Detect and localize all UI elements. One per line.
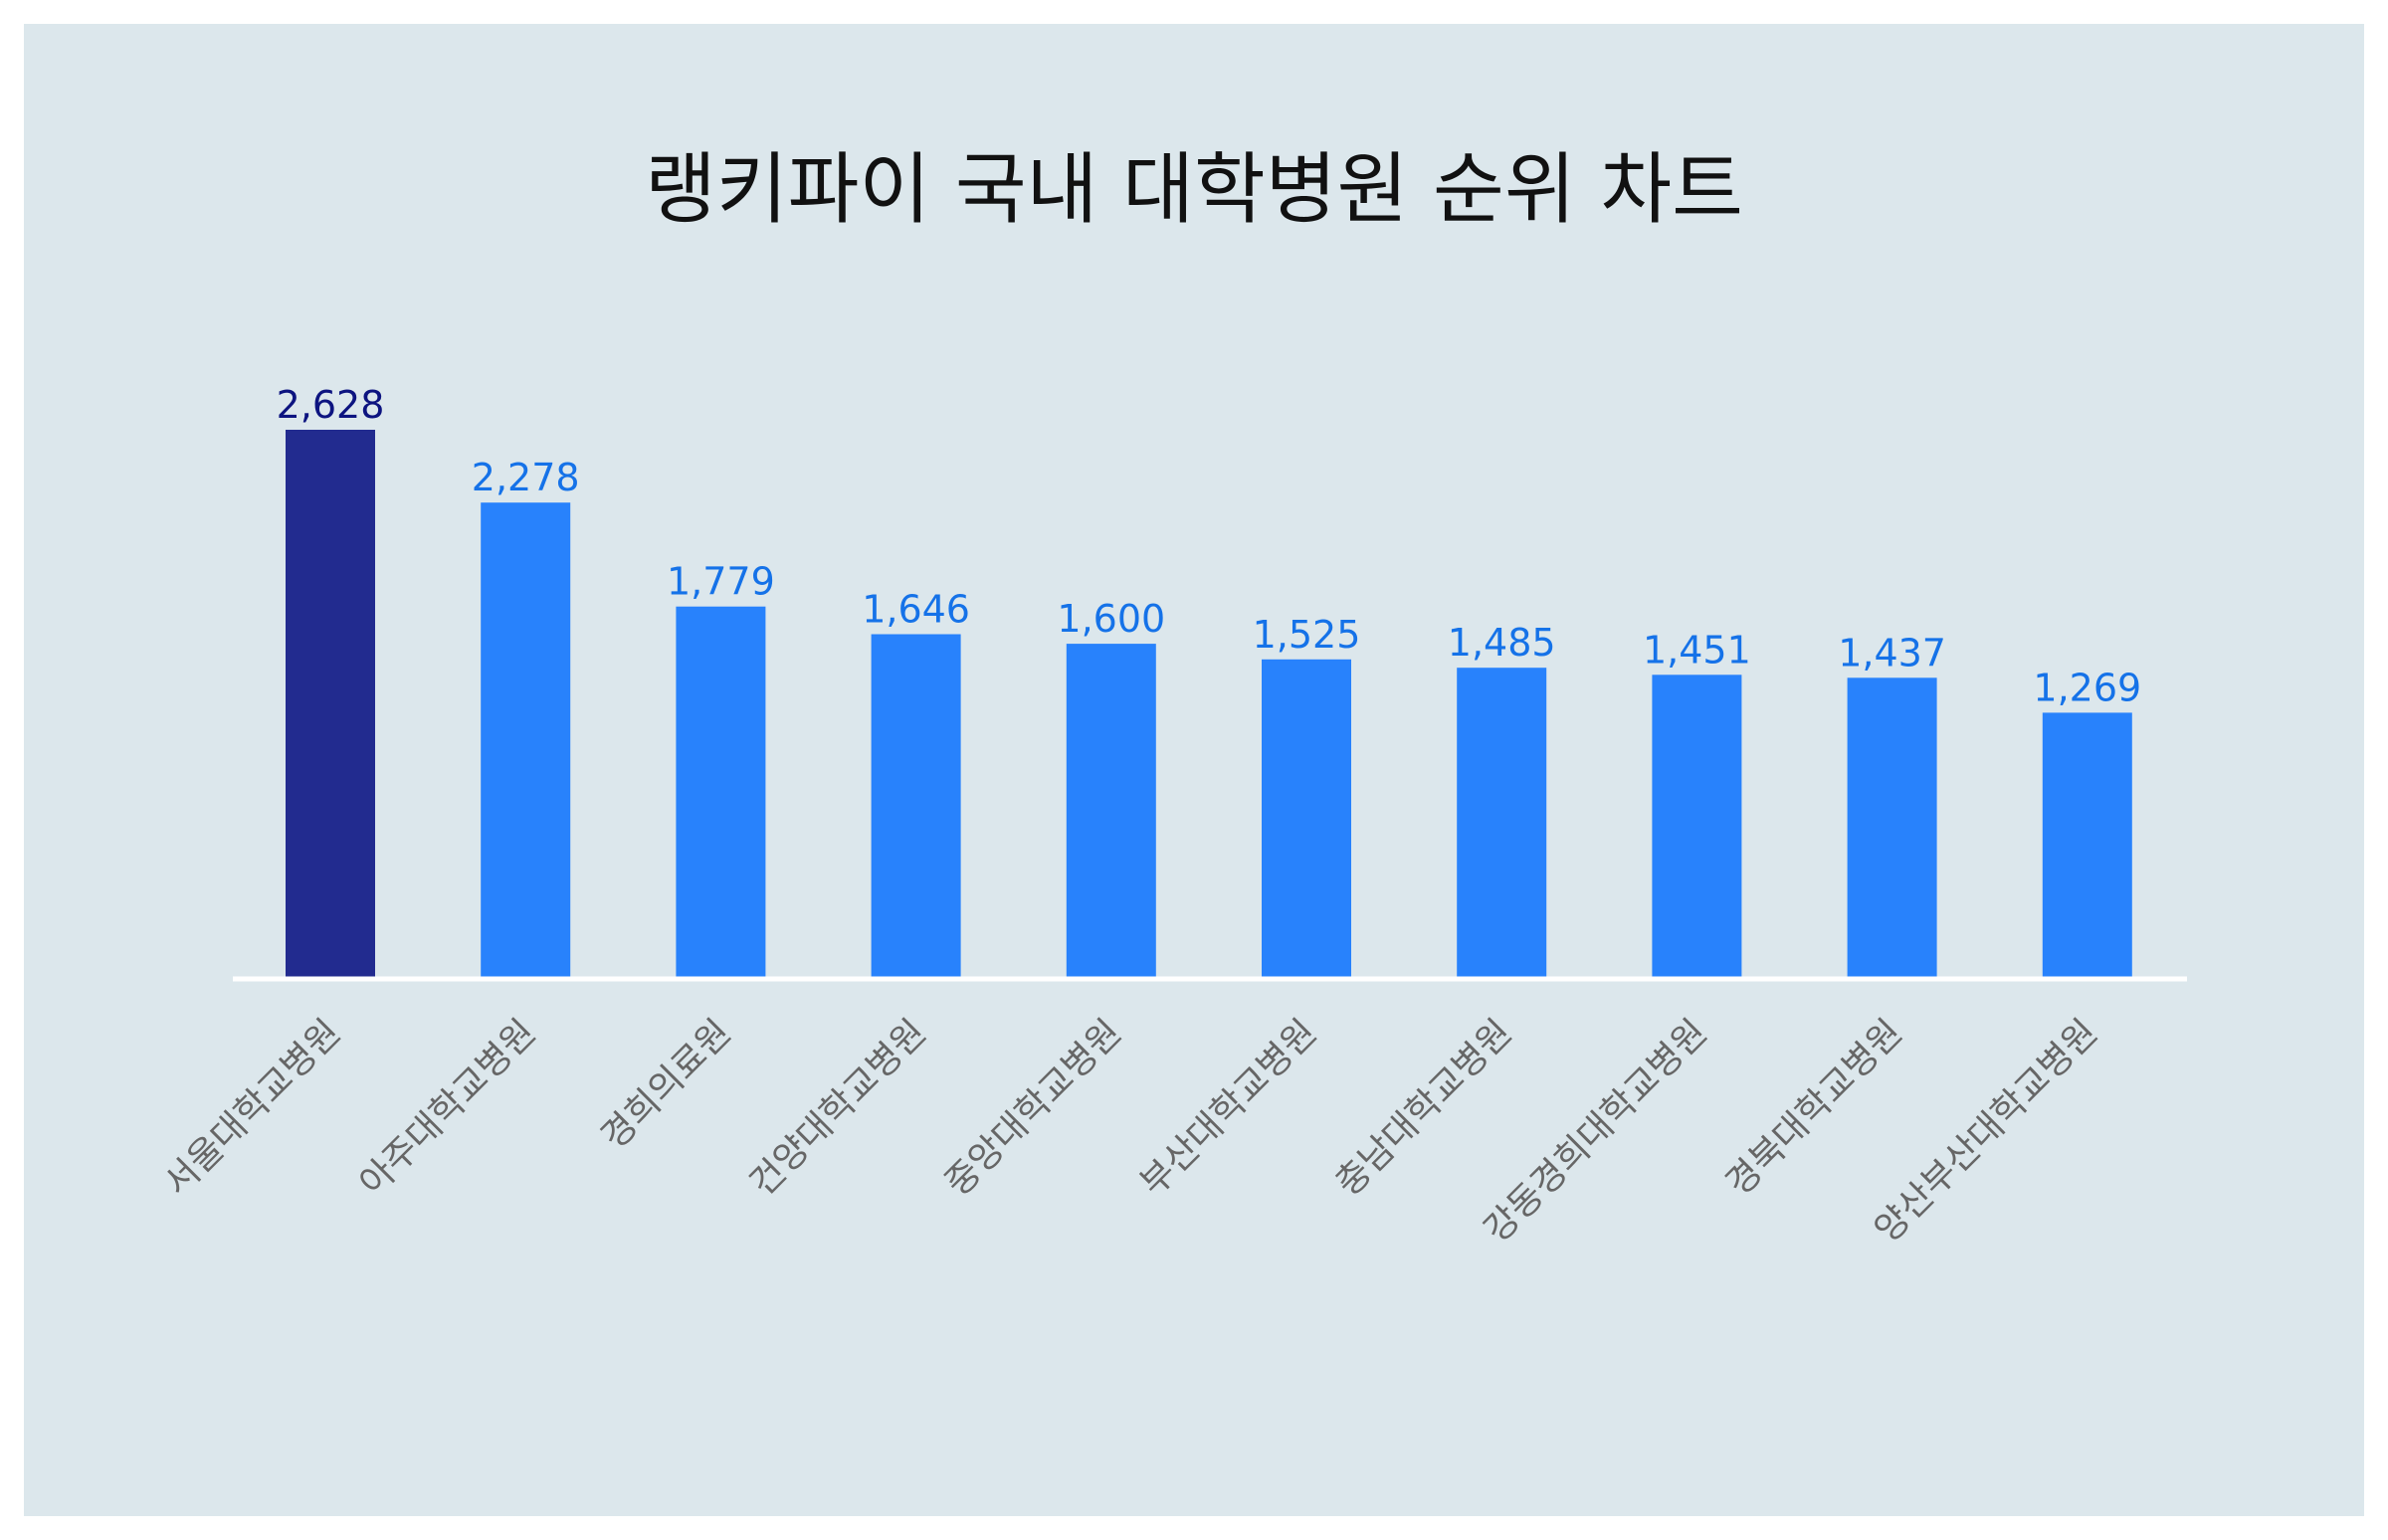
category-tick-label-5: 중앙대학교병원 <box>937 1012 1129 1204</box>
category-tick-label-3: 경희의료원 <box>594 1012 739 1157</box>
value-label-1: 2,628 <box>277 383 385 427</box>
bar-7 <box>1457 668 1547 977</box>
value-label-5: 1,600 <box>1057 597 1165 641</box>
bar-4 <box>871 634 961 977</box>
chart-title: 랭키파이 국내 대학병원 순위 차트 <box>645 145 1743 235</box>
value-label-7: 1,485 <box>1448 621 1556 665</box>
category-tick-label-6: 부산대학교병원 <box>1132 1012 1324 1204</box>
value-labels-layer: 2,628 2,278 1,779 1,646 1,600 1,525 1,485 1,451… <box>277 383 2142 709</box>
value-label-4: 1,646 <box>862 588 970 632</box>
chart-panel <box>24 24 2364 1516</box>
value-label-8: 1,451 <box>1643 628 1751 672</box>
category-tick-label-1: 서울대학교병원 <box>156 1012 348 1204</box>
value-label-3: 1,779 <box>667 560 775 604</box>
bar-10 <box>2042 712 2132 977</box>
value-label-9: 1,437 <box>1838 631 1946 674</box>
bar-8 <box>1652 674 1742 977</box>
category-tick-label-7: 충남대학교병원 <box>1328 1012 1520 1204</box>
bar-3 <box>676 606 766 977</box>
value-label-10: 1,269 <box>2033 666 2141 709</box>
value-label-6: 1,525 <box>1253 613 1361 657</box>
tick-labels-layer: 서울대학교병원 아주대학교병원 경희의료원 건양대학교병원 중앙대학교병원 부산대학교병원… <box>156 1012 2105 1251</box>
bar-1 <box>286 430 375 977</box>
bar-9 <box>1847 677 1937 977</box>
category-tick-label-4: 건양대학교병원 <box>742 1012 934 1204</box>
value-label-2: 2,278 <box>472 456 580 499</box>
bar-5 <box>1066 644 1156 977</box>
category-tick-label-2: 아주대학교병원 <box>352 1012 544 1204</box>
bar-6 <box>1262 659 1351 977</box>
bars-layer <box>286 430 2132 977</box>
category-tick-label-9: 경북대학교병원 <box>1718 1012 1910 1204</box>
bar-2 <box>481 502 571 977</box>
